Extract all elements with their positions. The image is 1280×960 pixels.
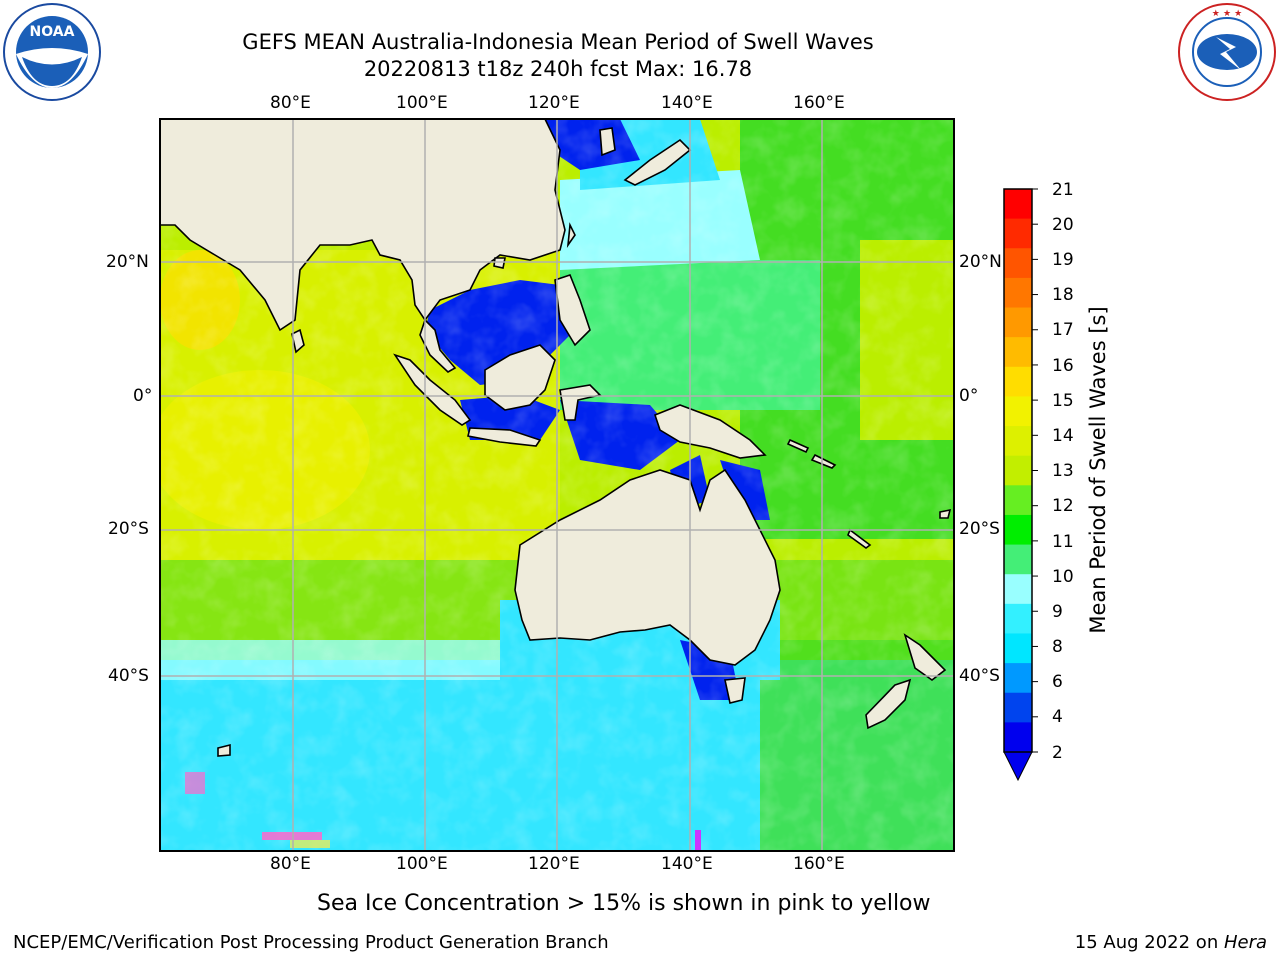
colorbar-tick: 21 — [1052, 180, 1074, 200]
lon-label-bottom: 100°E — [396, 854, 448, 874]
colorbar-tick: 19 — [1052, 250, 1074, 270]
colorbar-segment — [1004, 574, 1032, 605]
map-plot-area — [160, 119, 954, 851]
footer-date-text: 15 Aug 2022 on — [1074, 932, 1224, 953]
nws-logo: ★ ★ ★ — [1178, 3, 1276, 101]
lon-label-bottom: 160°E — [793, 854, 845, 874]
lat-label-left: 40°S — [108, 666, 149, 686]
colorbar-tick: 14 — [1052, 426, 1074, 446]
colorbar-segment — [1004, 544, 1032, 575]
lon-label-top: 120°E — [528, 93, 580, 113]
colorbar-segment — [1004, 426, 1032, 457]
colorbar-tick: 17 — [1052, 320, 1074, 340]
colorbar-tick: 8 — [1052, 637, 1063, 657]
colorbar-segment — [1004, 218, 1032, 249]
colorbar-segment — [1004, 337, 1032, 368]
lon-label-top: 160°E — [793, 93, 845, 113]
lon-label-bottom: 80°E — [270, 854, 311, 874]
colorbar-title: Mean Period of Swell Waves [s] — [1086, 306, 1110, 634]
lon-label-bottom: 140°E — [661, 854, 713, 874]
lat-label-left: 0° — [133, 386, 153, 406]
chart-subtitle: 20220813 t18z 240h fcst Max: 16.78 — [363, 57, 753, 81]
lon-label-top: 80°E — [270, 93, 311, 113]
graticule — [160, 119, 954, 851]
footer-date: 15 Aug 2022 on Hera — [1075, 932, 1267, 953]
colorbar-segment — [1004, 633, 1032, 664]
colorbar-segment — [1004, 692, 1032, 723]
lon-label-top: 140°E — [661, 93, 713, 113]
colorbar-tick: 11 — [1052, 532, 1074, 552]
colorbar-tick: 18 — [1052, 285, 1074, 305]
asia-landmass — [160, 119, 566, 332]
new-zealand-landmass — [903, 633, 947, 681]
lat-label-left: 20°S — [108, 519, 149, 539]
lon-label-bottom: 120°E — [528, 854, 580, 874]
colorbar-segment — [1004, 722, 1032, 753]
sea-ice-markers — [185, 772, 701, 850]
colorbar-tick: 20 — [1052, 215, 1074, 235]
footer-host: Hera — [1223, 932, 1267, 953]
colorbar-segment — [1004, 455, 1032, 486]
footer-credit: NCEP/EMC/Verification Post Processing Pr… — [13, 932, 609, 953]
colorbar-segment — [1004, 366, 1032, 397]
new-guinea-landmass — [654, 404, 767, 459]
colorbar-segment — [1004, 307, 1032, 338]
colorbar-tick: 4 — [1052, 707, 1063, 727]
map-frame — [159, 118, 955, 852]
colorbar-segment — [1004, 396, 1032, 427]
colorbar-tick: 10 — [1052, 567, 1074, 587]
colorbar-extend-arrow — [1003, 751, 1033, 782]
colorbar-segment — [1004, 485, 1032, 516]
lat-label-right: 20°S — [959, 519, 1000, 539]
sea-ice-note: Sea Ice Concentration > 15% is shown in … — [317, 891, 931, 916]
colorbar-segment — [1004, 514, 1032, 546]
colorbar-tick: 12 — [1052, 496, 1074, 516]
colorbar-segment — [1004, 603, 1032, 634]
lat-label-right: 40°S — [959, 666, 1000, 686]
colorbar — [1003, 188, 1038, 782]
lat-label-left: 20°N — [106, 252, 149, 272]
colorbar-tick: 16 — [1052, 356, 1074, 376]
borneo-landmass — [484, 344, 556, 411]
colorbar-tick: 9 — [1052, 602, 1063, 622]
noaa-logo: NOAA — [3, 3, 101, 101]
lon-label-top: 100°E — [396, 93, 448, 113]
colorbar-segment — [1004, 189, 1032, 220]
colorbar-tick: 13 — [1052, 461, 1074, 481]
colorbar-segment — [1004, 277, 1032, 309]
colorbar-tick: 2 — [1052, 743, 1063, 763]
lat-label-right: 0° — [959, 386, 979, 406]
colorbar-segment — [1004, 248, 1032, 279]
lat-label-right: 20°N — [959, 252, 1002, 272]
colorbar-tick: 6 — [1052, 672, 1063, 692]
svg-text:NOAA: NOAA — [30, 24, 75, 40]
land-masses — [160, 119, 952, 757]
colorbar-tick: 15 — [1052, 391, 1074, 411]
australia-landmass — [514, 468, 781, 666]
colorbar-segment — [1004, 663, 1032, 694]
chart-title: GEFS MEAN Australia-Indonesia Mean Perio… — [242, 30, 874, 54]
svg-text:★ ★ ★: ★ ★ ★ — [1212, 9, 1242, 19]
